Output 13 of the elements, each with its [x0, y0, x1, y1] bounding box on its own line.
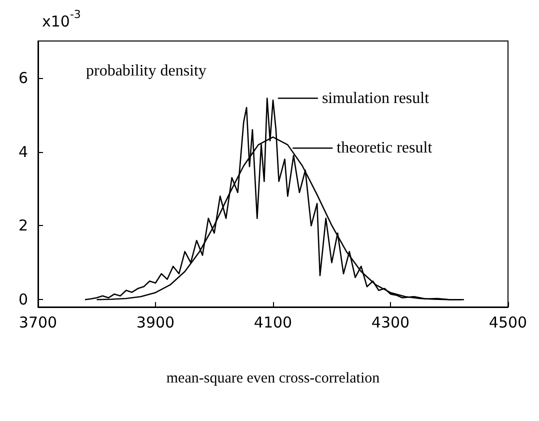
y-tick-label: 0 [18, 290, 28, 309]
x-axis-title: mean-square even cross-correlation [166, 370, 380, 386]
annotation: theoretic result [336, 140, 433, 157]
y-tick-label: 6 [18, 68, 28, 87]
x-tick-label: 4300 [371, 314, 410, 332]
x-tick-label: 3900 [136, 314, 175, 332]
annotation: simulation result [322, 90, 430, 107]
x-tick-label: 3700 [18, 314, 58, 332]
y-axis-title: probability density [86, 62, 206, 80]
x-tick-label: 4500 [488, 314, 528, 332]
y-tick-label: 2 [18, 216, 28, 235]
y-tick-label: 4 [18, 142, 28, 161]
x-tick-label: 4100 [254, 314, 292, 332]
